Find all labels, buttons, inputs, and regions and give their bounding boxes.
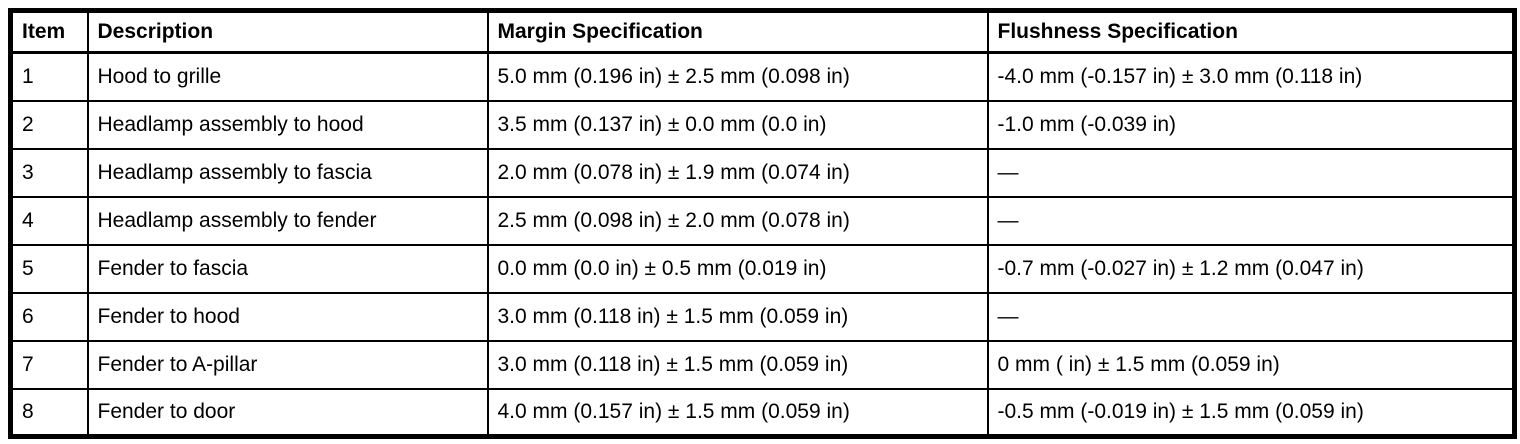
table-row: 1 Hood to grille 5.0 mm (0.196 in) ± 2.5… (9, 51, 1516, 102)
cell-item: 4 (9, 195, 89, 246)
cell-item: 6 (9, 291, 89, 342)
cell-margin-specification: 0.0 mm (0.0 in) ± 0.5 mm (0.019 in) (486, 243, 989, 294)
table-row: 7 Fender to A-pillar 3.0 mm (0.118 in) ±… (9, 339, 1516, 390)
table-row: 6 Fender to hood 3.0 mm (0.118 in) ± 1.5… (9, 291, 1516, 342)
table-row: 4 Headlamp assembly to fender 2.5 mm (0.… (9, 195, 1516, 246)
cell-margin-specification: 3.0 mm (0.118 in) ± 1.5 mm (0.059 in) (486, 291, 989, 342)
cell-description: Headlamp assembly to fascia (86, 147, 489, 198)
cell-margin-specification: 4.0 mm (0.157 in) ± 1.5 mm (0.059 in) (486, 387, 989, 438)
cell-item: 5 (9, 243, 89, 294)
cell-item: 2 (9, 99, 89, 150)
cell-flushness-specification: -4.0 mm (-0.157 in) ± 3.0 mm (0.118 in) (986, 51, 1516, 102)
cell-flushness-specification: — (986, 291, 1516, 342)
cell-flushness-specification: — (986, 195, 1516, 246)
cell-margin-specification: 5.0 mm (0.196 in) ± 2.5 mm (0.098 in) (486, 51, 989, 102)
cell-flushness-specification: -1.0 mm (-0.039 in) (986, 99, 1516, 150)
column-header-item: Item (9, 9, 89, 54)
table-row: 3 Headlamp assembly to fascia 2.0 mm (0.… (9, 147, 1516, 198)
table-row: 2 Headlamp assembly to hood 3.5 mm (0.13… (9, 99, 1516, 150)
cell-margin-specification: 3.0 mm (0.118 in) ± 1.5 mm (0.059 in) (486, 339, 989, 390)
cell-margin-specification: 2.5 mm (0.098 in) ± 2.0 mm (0.078 in) (486, 195, 989, 246)
table-header-row: Item Description Margin Specification Fl… (9, 9, 1516, 54)
cell-description: Fender to fascia (86, 243, 489, 294)
table-row: 8 Fender to door 4.0 mm (0.157 in) ± 1.5… (9, 387, 1516, 438)
cell-margin-specification: 3.5 mm (0.137 in) ± 0.0 mm (0.0 in) (486, 99, 989, 150)
cell-description: Hood to grille (86, 51, 489, 102)
cell-flushness-specification: -0.5 mm (-0.019 in) ± 1.5 mm (0.059 in) (986, 387, 1516, 438)
column-header-flushness-specification: Flushness Specification (986, 9, 1516, 54)
table-row: 5 Fender to fascia 0.0 mm (0.0 in) ± 0.5… (9, 243, 1516, 294)
cell-flushness-specification: — (986, 147, 1516, 198)
cell-margin-specification: 2.0 mm (0.078 in) ± 1.9 mm (0.074 in) (486, 147, 989, 198)
cell-description: Headlamp assembly to fender (86, 195, 489, 246)
cell-flushness-specification: 0 mm ( in) ± 1.5 mm (0.059 in) (986, 339, 1516, 390)
cell-item: 7 (9, 339, 89, 390)
cell-description: Fender to A-pillar (86, 339, 489, 390)
body-panel-spec-table: Item Description Margin Specification Fl… (8, 8, 1517, 439)
cell-item: 1 (9, 51, 89, 102)
cell-item: 8 (9, 387, 89, 438)
cell-description: Fender to door (86, 387, 489, 438)
column-header-description: Description (86, 9, 489, 54)
column-header-margin-specification: Margin Specification (486, 9, 989, 54)
cell-item: 3 (9, 147, 89, 198)
cell-description: Fender to hood (86, 291, 489, 342)
cell-description: Headlamp assembly to hood (86, 99, 489, 150)
cell-flushness-specification: -0.7 mm (-0.027 in) ± 1.2 mm (0.047 in) (986, 243, 1516, 294)
